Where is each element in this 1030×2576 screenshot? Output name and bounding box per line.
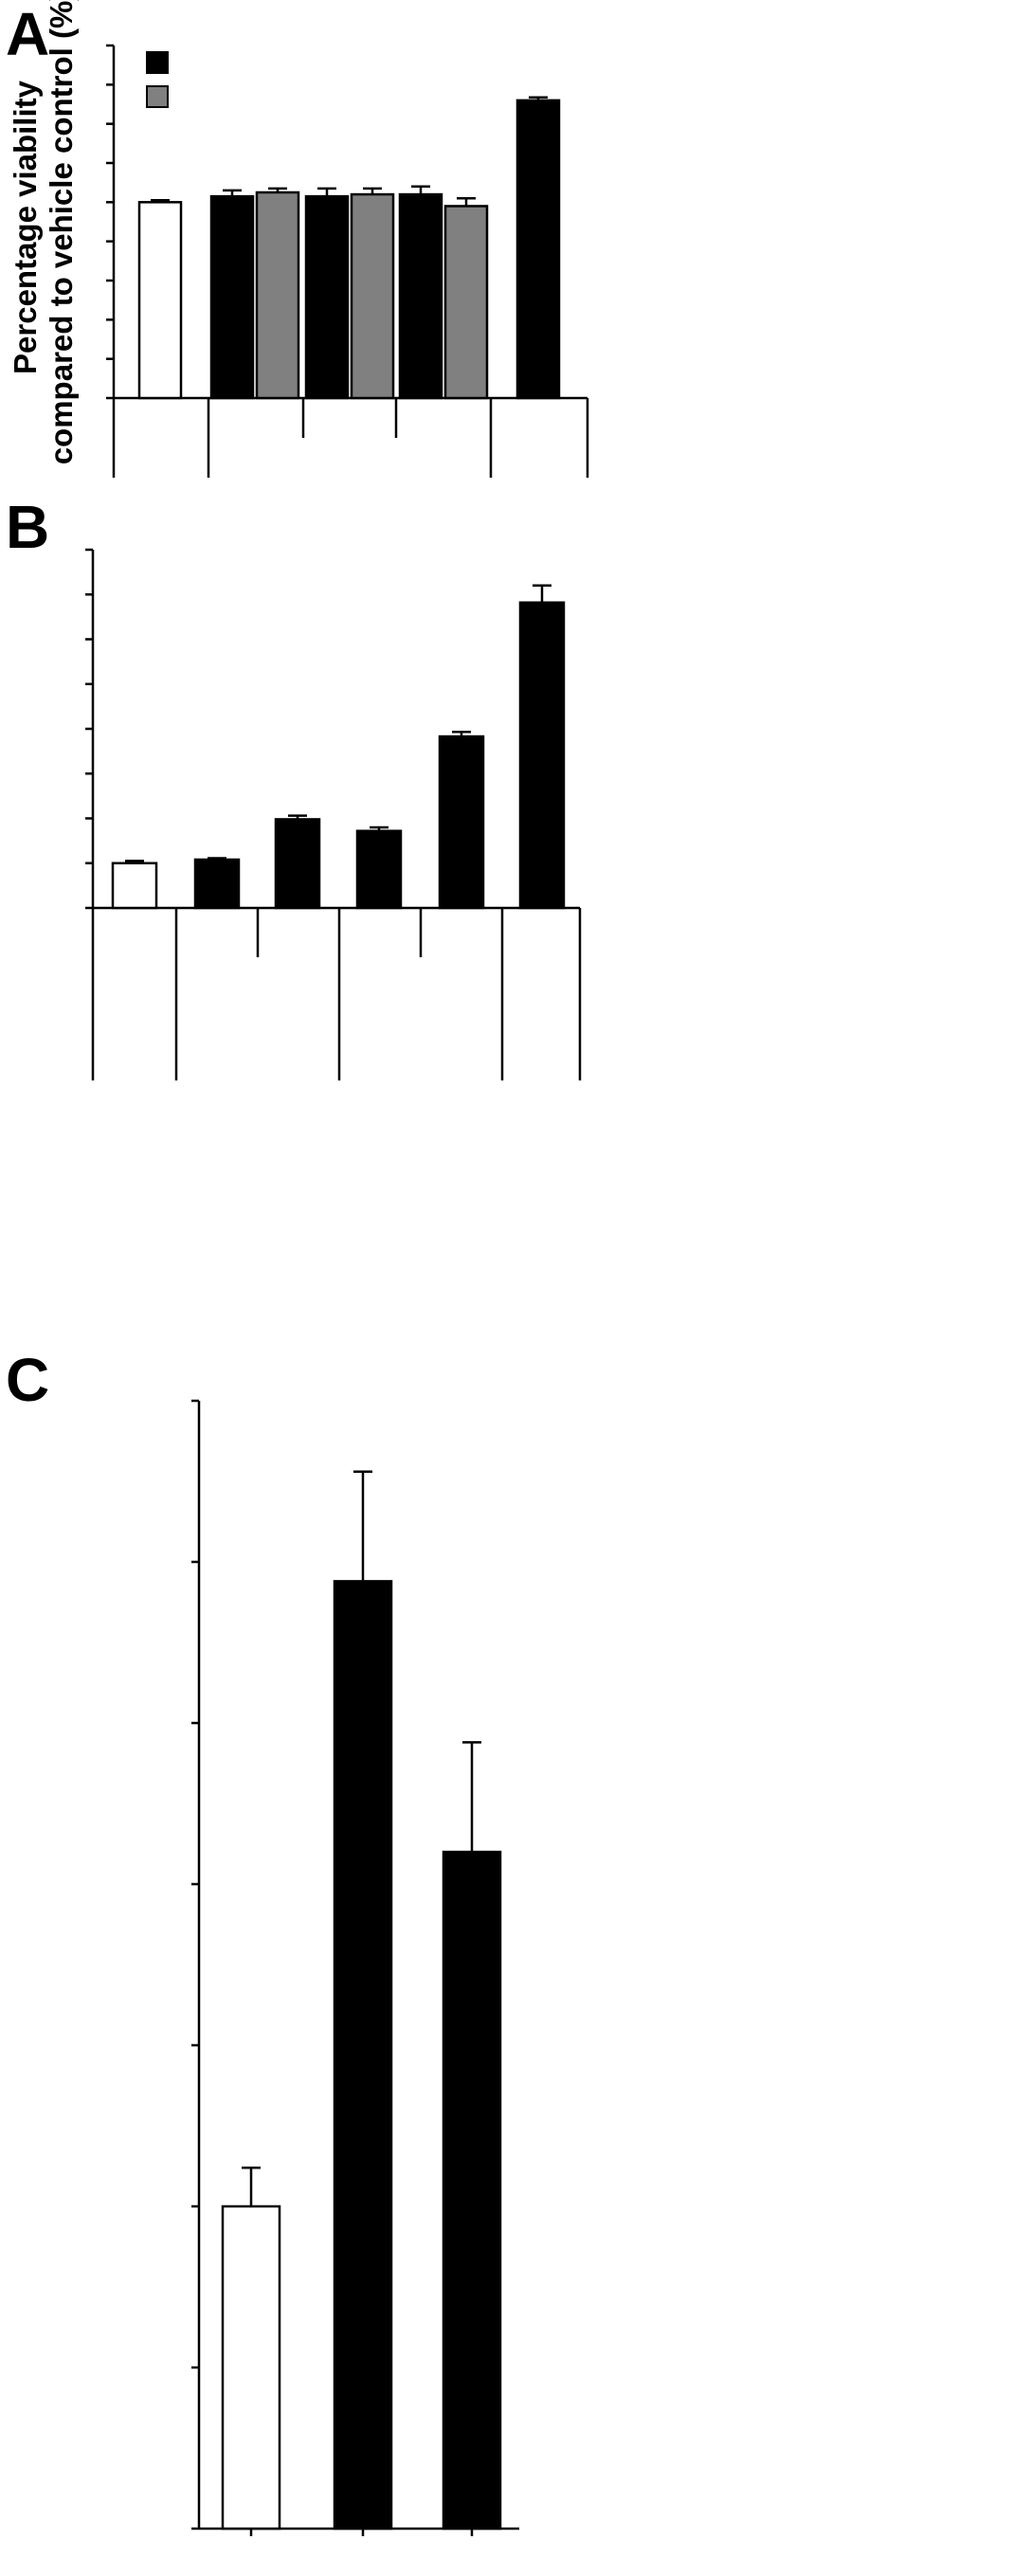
y-axis-label-line-2: compared to vehicle control (%)	[44, 0, 79, 464]
bar-epo-5	[438, 735, 485, 910]
panel-c: C	[6, 1346, 519, 2536]
y-axis-label-line-1: Percentage viability	[8, 80, 43, 374]
bar-vehicle	[111, 862, 158, 910]
bar-mpo	[515, 99, 561, 400]
bar-epo	[255, 190, 300, 400]
bar-mpo	[398, 192, 443, 400]
panel-letter-c: C	[6, 1346, 49, 1414]
bar-mpo	[304, 194, 350, 400]
bar-mpo	[209, 194, 255, 400]
bar-tgf-	[518, 601, 566, 910]
panel-letter-b: B	[6, 493, 49, 561]
legend-swatch-mpo	[146, 51, 169, 74]
bar-mpo-5	[274, 818, 321, 910]
panel-b: B	[6, 493, 582, 1080]
bar-epo-1	[355, 829, 403, 910]
y-axis-label: Percentage viabilitycompared to vehicle …	[8, 0, 79, 464]
bar-mpo	[333, 1580, 393, 2531]
panel-letter-a: A	[6, 0, 49, 68]
bar-mpo-1	[193, 858, 241, 910]
bar-epo	[442, 1850, 502, 2531]
legend-swatch-epo	[146, 85, 169, 108]
bar-vehicle	[137, 201, 183, 400]
bar-epo	[350, 192, 395, 400]
bar-vehicle	[221, 2204, 281, 2531]
bar-epo	[443, 205, 489, 400]
